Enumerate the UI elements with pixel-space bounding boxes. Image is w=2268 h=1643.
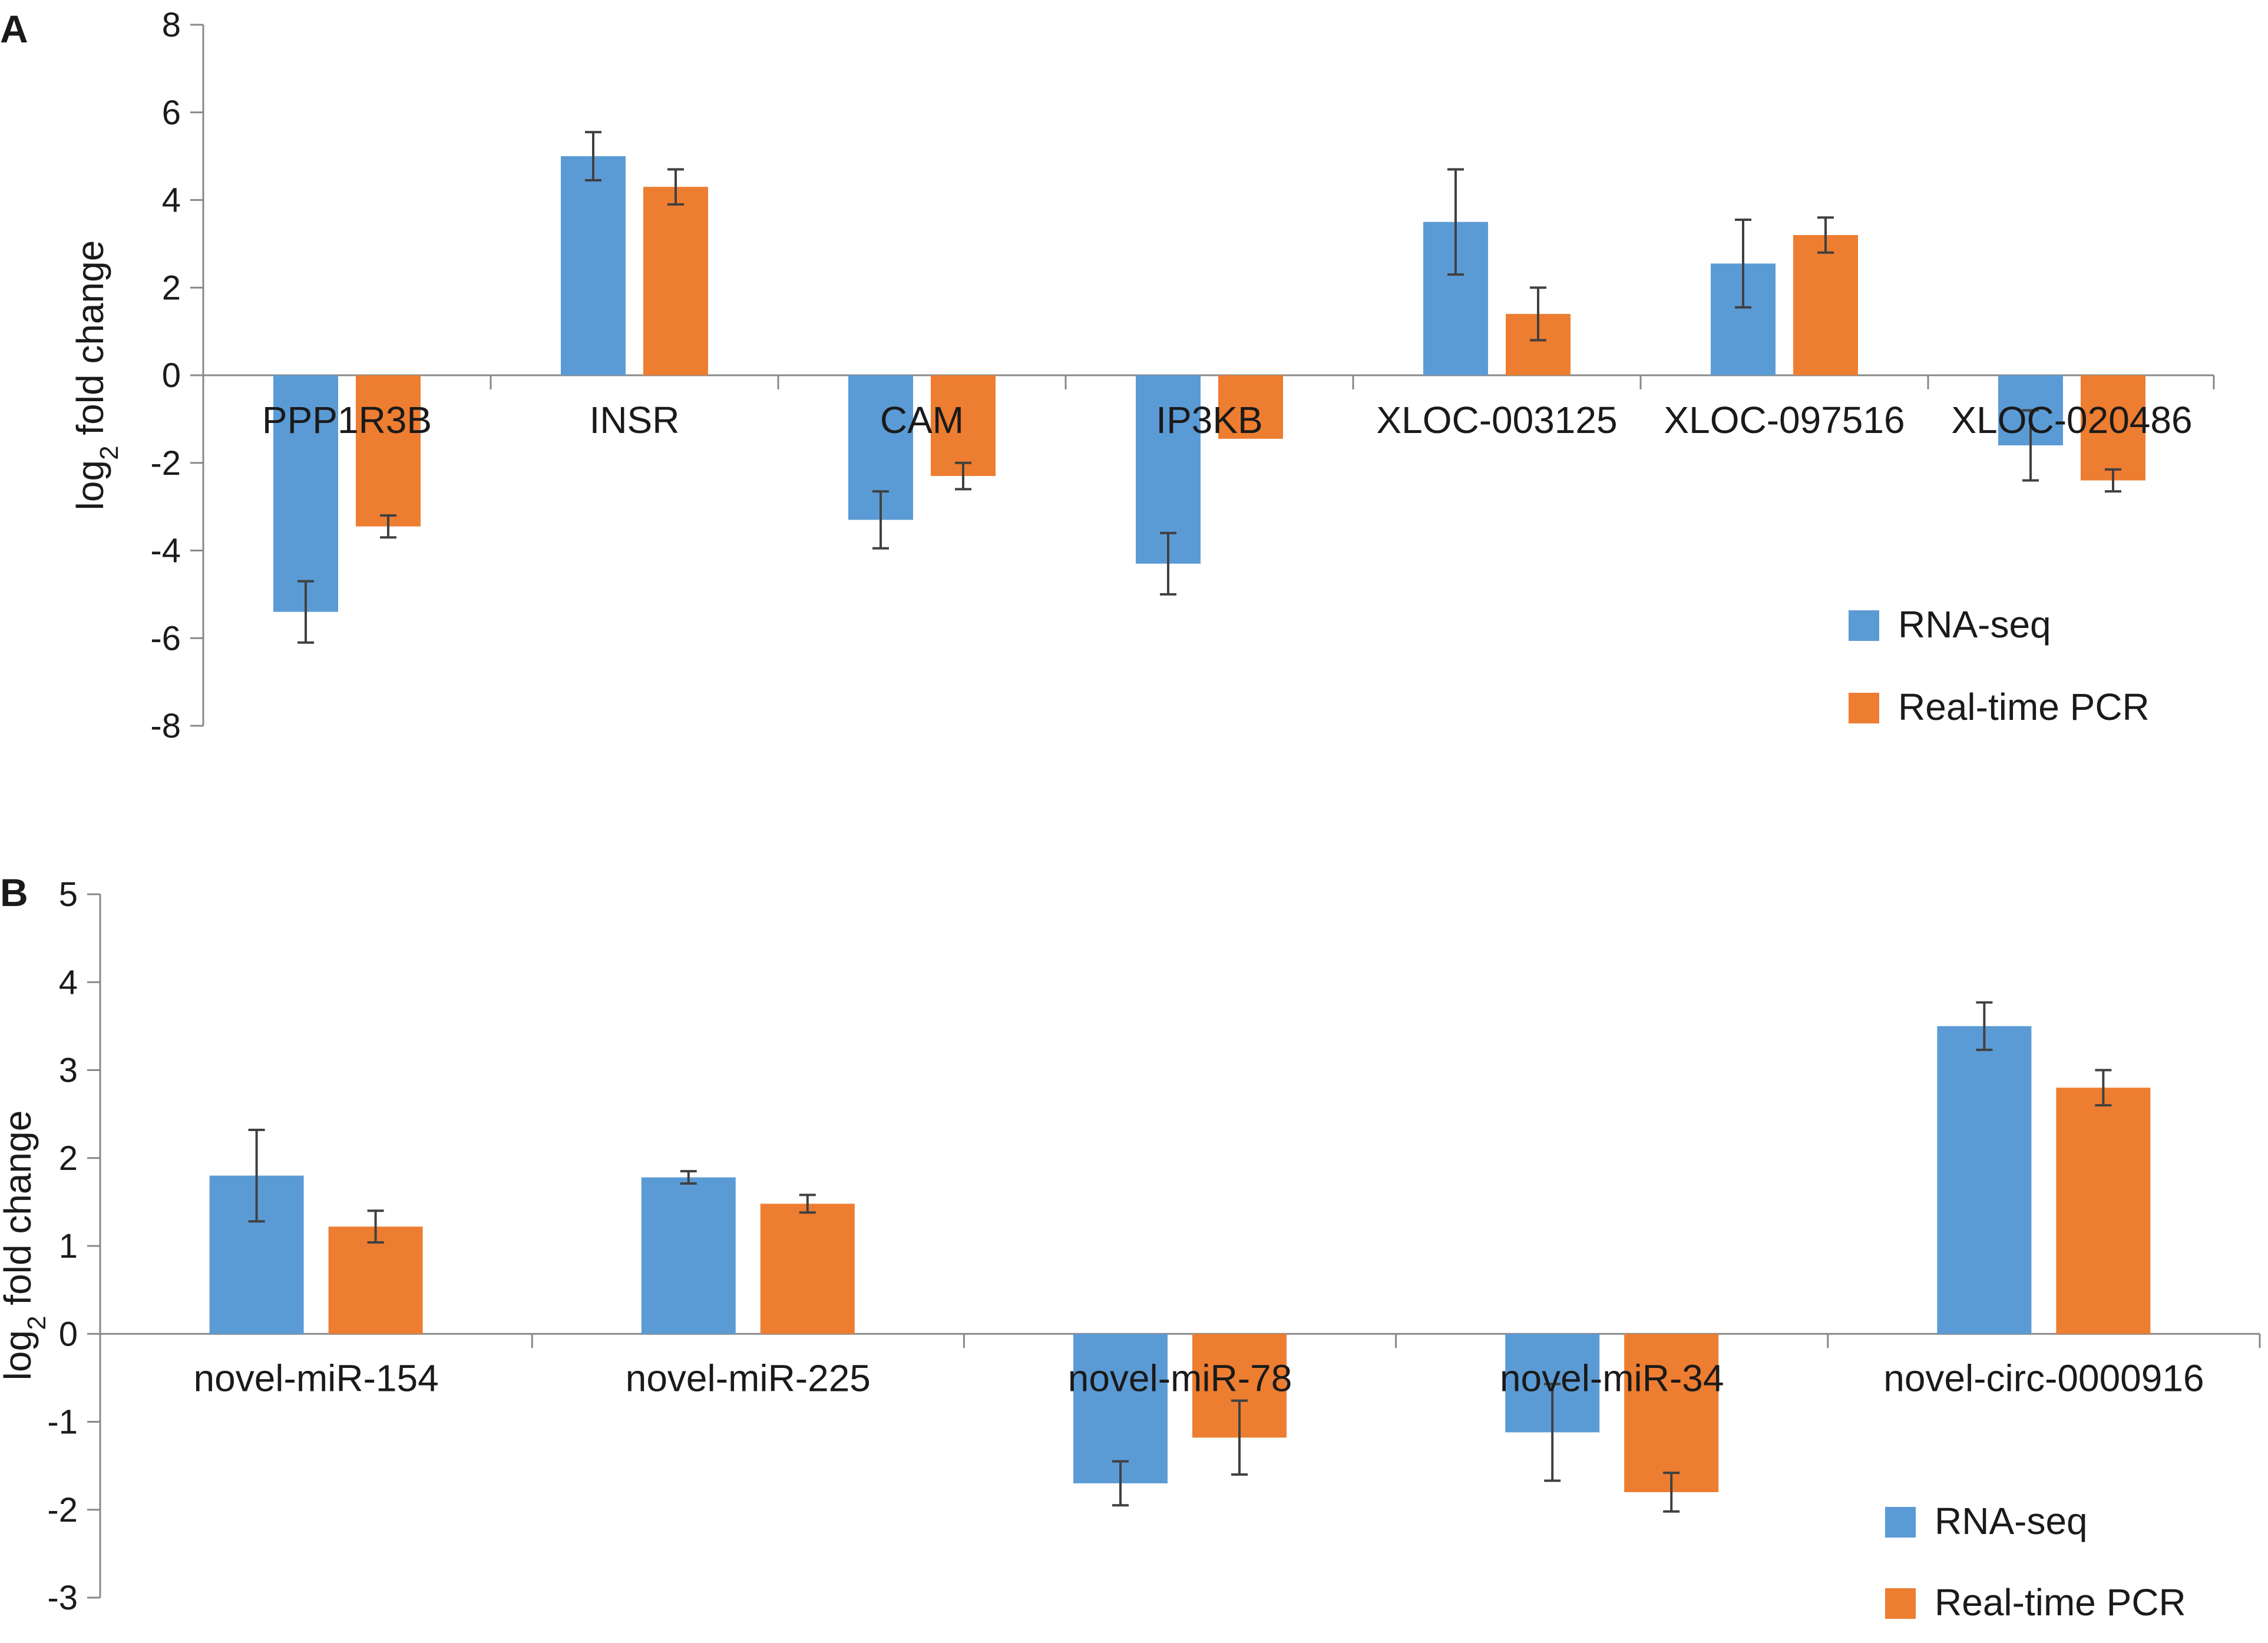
bar-rna-seq-novel-circ-0000916 <box>1937 1026 2032 1334</box>
panel-b: B 5 4 3 2 1 0 -1 -2 -3 novel-miR-154 novel-miR-225 n… <box>0 871 2261 1624</box>
y-tick-label: 5 <box>59 875 78 914</box>
bar-real-time-pcr-insr <box>643 187 708 375</box>
y-tick-label: 3 <box>59 1052 78 1090</box>
category-label: XLOC-003125 <box>1376 399 1617 441</box>
legend-swatch <box>1849 693 1879 723</box>
y-tick-label: 4 <box>59 963 78 1001</box>
panel-letter: A <box>0 7 28 51</box>
y-tick-label: -6 <box>150 619 181 657</box>
panel-letter: B <box>0 871 28 914</box>
bar-real-time-pcr-novel-mir-154 <box>328 1227 423 1334</box>
category-label: novel-miR-78 <box>1068 1357 1292 1399</box>
bar-rna-seq-novel-mir-78 <box>1073 1334 1168 1483</box>
y-tick-label: 2 <box>59 1139 78 1178</box>
category-label: IP3KB <box>1156 399 1262 441</box>
bar-real-time-pcr-ppp1r3b <box>356 375 421 527</box>
legend-swatch <box>1885 1507 1916 1538</box>
category-label: INSR <box>590 399 680 441</box>
bar-real-time-pcr-novel-circ-0000916 <box>2056 1087 2151 1334</box>
y-axis-label: log2 fold change <box>0 1110 51 1381</box>
y-tick-label: -2 <box>150 444 181 482</box>
category-label: XLOC-020486 <box>1951 399 2192 441</box>
bar-real-time-pcr-cam <box>931 375 996 477</box>
y-tick-label: -3 <box>47 1579 78 1617</box>
bar-real-time-pcr-novel-mir-225 <box>760 1204 855 1334</box>
y-tick-label: 4 <box>162 181 181 220</box>
category-label: PPP1R3B <box>262 399 432 441</box>
category-label: novel-miR-34 <box>1500 1357 1724 1399</box>
y-tick-label: -2 <box>47 1491 78 1529</box>
y-tick-label: 6 <box>162 94 181 132</box>
bar-real-time-pcr-novel-mir-34 <box>1624 1334 1719 1492</box>
category-label: novel-miR-154 <box>194 1357 439 1399</box>
legend-label: RNA-seq <box>1935 1500 2088 1542</box>
bar-rna-seq-novel-mir-225 <box>641 1177 736 1334</box>
legend-swatch <box>1849 610 1879 641</box>
y-axis-label: log2 fold change <box>69 240 124 511</box>
y-tick-label: -8 <box>150 707 181 745</box>
bar-rna-seq-insr <box>561 156 626 375</box>
panel-a: A 8 6 4 2 0 -2 -4 -6 -8 PPP1R3B INSR CAM IP3KB XLOC-00… <box>0 6 2215 745</box>
y-tick-label: 0 <box>59 1315 78 1353</box>
bar-rna-seq-ppp1r3b <box>273 375 338 612</box>
category-label: novel-miR-225 <box>626 1357 871 1399</box>
legend-label: RNA-seq <box>1898 603 2051 646</box>
bar-real-time-pcr-ip3kb <box>1218 375 1283 439</box>
bar-real-time-pcr-xloc-020486 <box>2081 375 2145 481</box>
category-label: CAM <box>880 399 964 441</box>
category-label: novel-circ-0000916 <box>1883 1357 2204 1399</box>
bar-real-time-pcr-xloc-097516 <box>1793 235 1858 375</box>
category-label: XLOC-097516 <box>1664 399 1905 441</box>
legend-label: Real-time PCR <box>1935 1581 2186 1624</box>
legend-label: Real-time PCR <box>1898 686 2150 728</box>
y-tick-label: -1 <box>47 1403 78 1442</box>
y-tick-label: 8 <box>162 6 181 44</box>
y-tick-label: 0 <box>162 356 181 395</box>
y-tick-label: 1 <box>59 1227 78 1265</box>
y-tick-label: -4 <box>150 532 181 570</box>
legend-swatch <box>1885 1588 1916 1619</box>
y-tick-label: 2 <box>162 269 181 307</box>
